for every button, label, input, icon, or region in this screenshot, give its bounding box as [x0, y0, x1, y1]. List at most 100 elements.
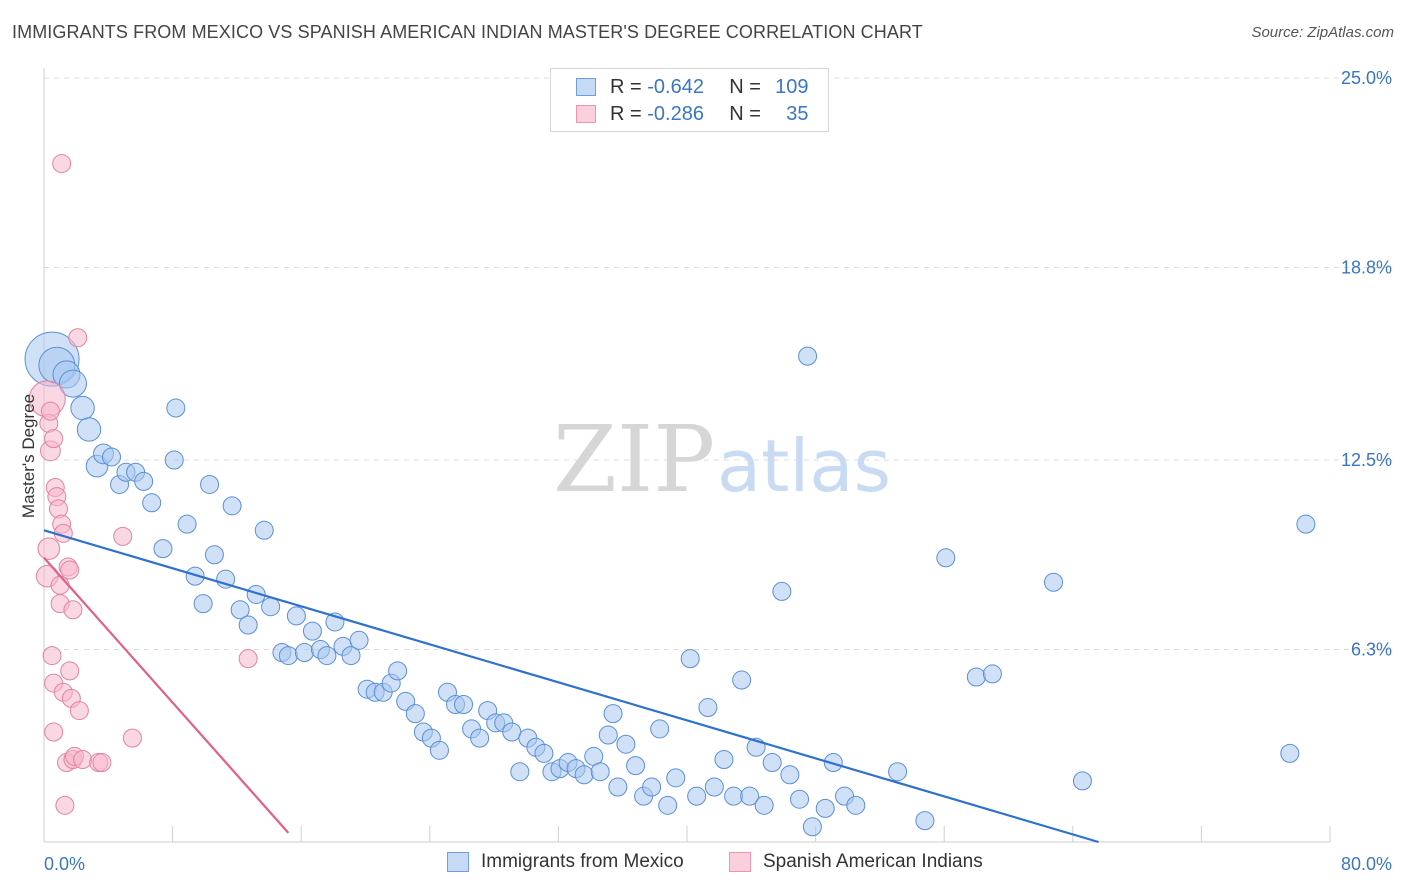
mexico-point [200, 474, 220, 494]
mexico-point [254, 520, 274, 540]
spanish-american-indian-point [63, 600, 83, 620]
legend-r-value: -0.286 [647, 102, 704, 125]
mexico-point [470, 728, 490, 748]
mexico-point [1044, 572, 1064, 592]
y-tick-label: 12.5% [1341, 450, 1392, 470]
mexico-point [603, 704, 623, 724]
mexico-point [666, 768, 686, 788]
y-tick-label: 18.8% [1341, 257, 1392, 277]
axis-labels: 6.3% 12.5% 18.8% 25.0% 0.0% 80.0% Master's Deg… [19, 68, 1392, 874]
mexico-point [317, 646, 337, 666]
spanish-american-indian-point [69, 701, 89, 721]
mexico-point [650, 719, 670, 739]
mexico-point [802, 817, 822, 837]
mexico-point [286, 606, 306, 626]
spanish-american-indian-point [113, 526, 133, 546]
series-swatch-blue [447, 852, 469, 872]
series-swatch-pink [729, 852, 751, 872]
spanish-american-indian-point [37, 537, 61, 560]
mexico-point [405, 704, 425, 724]
mexico-point [798, 346, 818, 366]
mexico-point [762, 753, 782, 773]
source-credit: Source: ZipAtlas.com [1251, 24, 1394, 41]
mexico-point [58, 369, 87, 398]
spanish-american-indian-point [238, 649, 258, 669]
mexico-point [261, 597, 281, 617]
mexico-point [142, 493, 162, 513]
mexico-point [732, 670, 752, 690]
y-tick-label: 6.3% [1351, 639, 1392, 659]
series-legend: Immigrants from Mexico Spanish American … [0, 851, 1406, 877]
chart-title: IMMIGRANTS FROM MEXICO VS SPANISH AMERIC… [12, 22, 923, 42]
mexico-point [454, 694, 474, 714]
watermark-atlas: atlas [717, 424, 891, 508]
mexico-point [388, 661, 408, 681]
legend-n-value: 109 [775, 75, 809, 98]
mexico-point [574, 765, 594, 785]
mexico-point [740, 786, 760, 806]
legend-r-label: R = [610, 102, 642, 125]
mexico-point [590, 762, 610, 782]
mexico-point [754, 795, 774, 815]
mexico-point [222, 496, 242, 516]
mexico-point [230, 600, 250, 620]
series-legend-mexico[interactable]: Immigrants from Mexico [447, 851, 684, 873]
y-tick-label: 25.0% [1341, 68, 1392, 88]
mexico-point [1072, 771, 1092, 791]
mexico-point [616, 734, 636, 754]
spanish-american-indian-point [55, 795, 75, 815]
correlation-legend: R = -0.642 N = 109 R = -0.286 N = 35 [550, 68, 829, 132]
legend-row-spanish-american-indian: R = -0.286 N = 35 [576, 102, 809, 126]
series-label: Immigrants from Mexico [481, 851, 684, 872]
mexico-point [888, 762, 908, 782]
spanish-american-indian-point [68, 328, 88, 348]
spanish-american-indian-point [73, 749, 93, 769]
mexico-point [698, 698, 718, 718]
mexico-point [76, 417, 102, 442]
mexico-point [204, 545, 224, 565]
mexico-point [278, 646, 298, 666]
mexico-point [429, 740, 449, 760]
spanish-american-indian-point [92, 753, 112, 773]
mexico-point [626, 756, 646, 776]
legend-row-mexico: R = -0.642 N = 109 [576, 75, 809, 99]
spanish-american-indian-point [40, 401, 60, 421]
spanish-american-indian-point [44, 722, 64, 742]
spanish-american-indian-point [52, 154, 72, 174]
mexico-point [815, 798, 835, 818]
spanish-american-indian-point [42, 646, 62, 666]
legend-swatch-pink [576, 105, 596, 123]
mexico-point [936, 548, 956, 568]
mexico-point [294, 643, 314, 663]
mexico-point [642, 777, 662, 797]
legend-swatch-blue [576, 78, 596, 96]
trend-lines [43, 529, 1099, 844]
legend-n-label: N = [729, 75, 761, 98]
mexico-point [238, 615, 258, 635]
mexico-point [772, 581, 792, 601]
mexico-point [680, 649, 700, 669]
mexico-point [846, 795, 866, 815]
mexico-point [510, 762, 530, 782]
mexico-point [714, 749, 734, 769]
spanish-american-indian-point [44, 429, 64, 449]
mexico-point [193, 594, 213, 614]
mexico-point [724, 786, 744, 806]
spanish-american-indian-trend-line [43, 557, 290, 834]
mexico-point [349, 630, 369, 650]
mexico-point [780, 765, 800, 785]
legend-r-value: -0.642 [647, 75, 704, 98]
mexico-point [164, 450, 184, 470]
legend-r-label: R = [610, 75, 642, 98]
mexico-point [341, 646, 361, 666]
series-label: Spanish American Indians [763, 851, 983, 872]
mexico-point [185, 566, 205, 586]
mexico-point [658, 795, 678, 815]
mexico-point [982, 664, 1002, 684]
mexico-point [134, 471, 154, 491]
mexico-point [246, 584, 266, 604]
series-legend-spanish-american-indians[interactable]: Spanish American Indians [729, 851, 983, 873]
mexico-trend-line [43, 529, 1099, 844]
mexico-point [177, 514, 197, 534]
